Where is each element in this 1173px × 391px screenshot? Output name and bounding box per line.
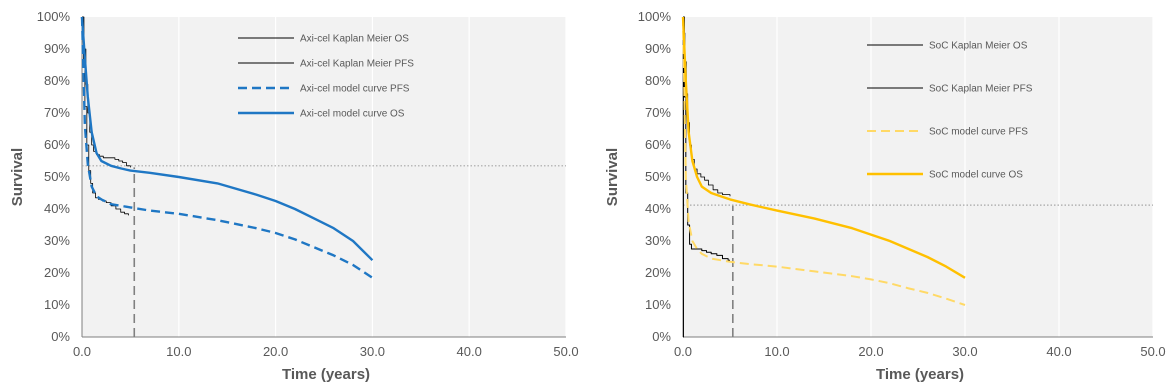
- chart-axicel-svg: 0% 10% 20% 30% 40% 50% 60% 70% 80% 90% 100% 0.0 10.0…: [9, 9, 579, 383]
- series-line-0-3: [80, 16, 374, 262]
- y-tick-label: 60%: [645, 137, 671, 152]
- x-tick-label: 50.0: [1140, 344, 1165, 359]
- y-tick-label: 50%: [44, 169, 70, 184]
- legend-label: Axi-cel model curve PFS: [300, 84, 410, 95]
- legend-label: Axi-cel Kaplan Meier PFS: [300, 59, 414, 70]
- y-tick-label: 80%: [645, 73, 671, 88]
- x-axis-title: Time (years): [876, 366, 964, 383]
- legend-label: SoC model curve PFS: [929, 127, 1028, 138]
- series-line-0-2: [80, 16, 374, 279]
- y-axis-title: Survival: [9, 148, 26, 206]
- series-line-1-3: [681, 16, 966, 279]
- x-tick-label: 0.0: [73, 344, 91, 359]
- chart-axicel: 0% 10% 20% 30% 40% 50% 60% 70% 80% 90% 100% 0.0 10.0…: [0, 0, 586, 391]
- legend-label: Axi-cel model curve OS: [300, 109, 405, 120]
- y-tick-label: 40%: [44, 201, 70, 216]
- x-tick-label: 30.0: [360, 344, 385, 359]
- x-tick-label: 40.0: [1046, 344, 1071, 359]
- chart-soc-svg: 0% 10% 20% 30% 40% 50% 60% 70% 80% 90% 100% 0.0 10.0…: [604, 9, 1166, 383]
- series-line-1-0: [683, 16, 731, 197]
- legend-label: SoC model curve OS: [929, 170, 1023, 181]
- x-tick-label: 0.0: [674, 344, 692, 359]
- x-axis-title: Time (years): [282, 366, 370, 383]
- y-tick-label: 20%: [645, 265, 671, 280]
- y-tick-label: 70%: [645, 105, 671, 120]
- x-tick-label: 30.0: [952, 344, 977, 359]
- y-tick-label: 20%: [44, 265, 70, 280]
- y-tick-label: 100%: [37, 9, 71, 24]
- legend-label: SoC Kaplan Meier OS: [929, 41, 1028, 52]
- y-tick-label: 0%: [51, 329, 70, 344]
- x-tick-label: 10.0: [166, 344, 191, 359]
- x-tick-label: 40.0: [457, 344, 482, 359]
- x-tick-label: 10.0: [764, 344, 789, 359]
- y-axis-title: Survival: [604, 148, 621, 206]
- y-tick-label: 0%: [652, 329, 671, 344]
- x-tick-label: 20.0: [263, 344, 288, 359]
- y-tick-label: 10%: [44, 297, 70, 312]
- x-tick-label: 50.0: [553, 344, 578, 359]
- y-tick-label: 100%: [638, 9, 672, 24]
- y-tick-label: 30%: [44, 233, 70, 248]
- y-tick-label: 90%: [645, 41, 671, 56]
- plot-area: [683, 17, 1153, 337]
- y-tick-label: 50%: [645, 169, 671, 184]
- y-tick-label: 90%: [44, 41, 70, 56]
- y-tick-label: 30%: [645, 233, 671, 248]
- y-tick-label: 10%: [645, 297, 671, 312]
- chart-soc: 0% 10% 20% 30% 40% 50% 60% 70% 80% 90% 100% 0.0 10.0…: [587, 0, 1173, 391]
- y-tick-label: 40%: [645, 201, 671, 216]
- series-line-1-2: [682, 16, 966, 306]
- y-tick-label: 60%: [44, 137, 70, 152]
- y-tick-label: 80%: [44, 73, 70, 88]
- series-line-1-1: [682, 16, 730, 338]
- plot-area: [82, 17, 566, 337]
- legend-label: SoC Kaplan Meier PFS: [929, 84, 1033, 95]
- legend-label: Axi-cel Kaplan Meier OS: [300, 34, 409, 45]
- y-tick-label: 70%: [44, 105, 70, 120]
- x-tick-label: 20.0: [858, 344, 883, 359]
